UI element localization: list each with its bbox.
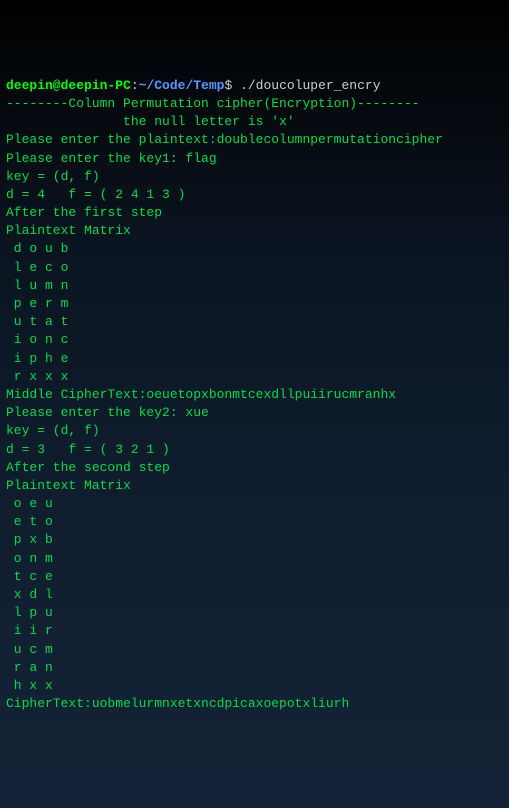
output-line: o e u bbox=[6, 495, 503, 513]
output-line: e t o bbox=[6, 513, 503, 531]
output-line: Plaintext Matrix bbox=[6, 222, 503, 240]
output-line: u t a t bbox=[6, 313, 503, 331]
prompt-line: deepin@deepin-PC:~/Code/Temp$ ./doucolup… bbox=[6, 77, 503, 95]
command-text: ./doucoluper_encry bbox=[232, 78, 380, 93]
output-line: After the second step bbox=[6, 459, 503, 477]
output-line: Please enter the plaintext:doublecolumnp… bbox=[6, 131, 503, 149]
output-line: l p u bbox=[6, 604, 503, 622]
output-line: l e c o bbox=[6, 259, 503, 277]
prompt-colon: : bbox=[131, 78, 139, 93]
output-line: --------Column Permutation cipher(Encryp… bbox=[6, 95, 503, 113]
output-line: t c e bbox=[6, 568, 503, 586]
output-line: r a n bbox=[6, 659, 503, 677]
output-line: i i r bbox=[6, 622, 503, 640]
output-line: key = (d, f) bbox=[6, 422, 503, 440]
output-line: the null letter is 'x' bbox=[6, 113, 503, 131]
output-line: d o u b bbox=[6, 240, 503, 258]
output-line: p x b bbox=[6, 531, 503, 549]
terminal-window[interactable]: deepin@deepin-PC:~/Code/Temp$ ./doucolup… bbox=[6, 77, 503, 714]
output-line: Plaintext Matrix bbox=[6, 477, 503, 495]
output-line: d = 4 f = ( 2 4 1 3 ) bbox=[6, 186, 503, 204]
output-line: h x x bbox=[6, 677, 503, 695]
output-line: d = 3 f = ( 3 2 1 ) bbox=[6, 441, 503, 459]
output-line: i p h e bbox=[6, 350, 503, 368]
output-line: i o n c bbox=[6, 331, 503, 349]
prompt-user: deepin@deepin-PC bbox=[6, 78, 131, 93]
output-line: Please enter the key1: flag bbox=[6, 150, 503, 168]
output-line: o n m bbox=[6, 550, 503, 568]
output-line: r x x x bbox=[6, 368, 503, 386]
output-line: Middle CipherText:oeuetopxbonmtcexdllpui… bbox=[6, 386, 503, 404]
output-line: u c m bbox=[6, 641, 503, 659]
output-line: Please enter the key2: xue bbox=[6, 404, 503, 422]
prompt-path: ~/Code/Temp bbox=[139, 78, 225, 93]
output-line: p e r m bbox=[6, 295, 503, 313]
output-line: CipherText:uobmelurmnxetxncdpicaxoepotxl… bbox=[6, 695, 503, 713]
output-line: After the first step bbox=[6, 204, 503, 222]
output-line: l u m n bbox=[6, 277, 503, 295]
output-line: x d l bbox=[6, 586, 503, 604]
output-line: key = (d, f) bbox=[6, 168, 503, 186]
